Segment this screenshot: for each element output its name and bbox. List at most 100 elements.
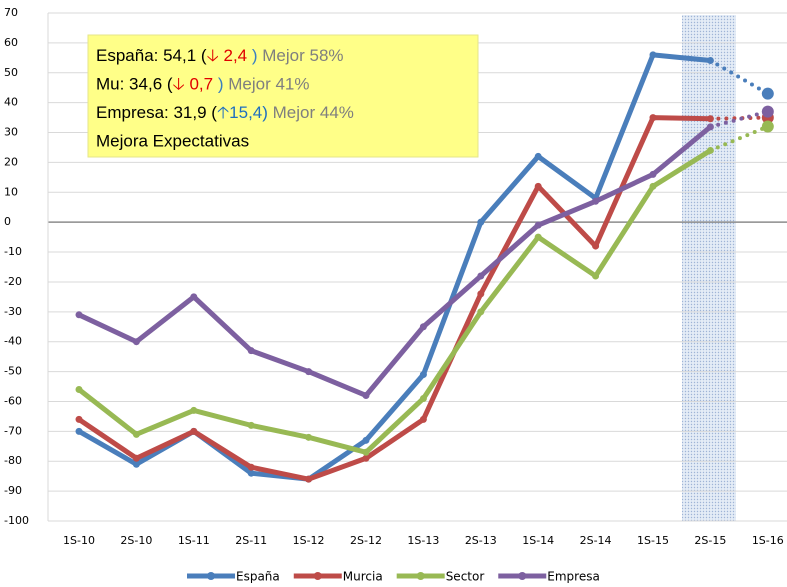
point bbox=[362, 454, 370, 462]
point bbox=[534, 221, 542, 229]
y-tick-label: -20 bbox=[4, 275, 22, 288]
y-tick-label: -50 bbox=[4, 365, 22, 378]
series-line bbox=[76, 124, 713, 398]
point bbox=[706, 115, 714, 123]
point bbox=[649, 182, 657, 190]
annotation-text: 🡡15,4) bbox=[217, 103, 268, 122]
legend-label: Murcia bbox=[343, 570, 383, 584]
point bbox=[761, 120, 774, 133]
y-tick-label: -100 bbox=[4, 514, 29, 527]
annotation-text: Empresa: 31,9 ( bbox=[96, 103, 217, 122]
point bbox=[477, 290, 485, 298]
series-line bbox=[76, 147, 713, 455]
point bbox=[132, 460, 140, 468]
x-tick-label: 1S-11 bbox=[178, 534, 210, 547]
y-tick-label: 20 bbox=[4, 155, 18, 168]
point bbox=[761, 87, 774, 100]
annotation-text: Mu: 34,6 ( bbox=[96, 75, 173, 94]
y-tick-label: -60 bbox=[4, 394, 22, 407]
legend-label: Empresa bbox=[547, 570, 600, 584]
x-tick-label: 2S-10 bbox=[120, 534, 152, 547]
point bbox=[190, 406, 198, 414]
series-line bbox=[76, 115, 713, 482]
y-tick-label: 40 bbox=[4, 96, 18, 109]
point bbox=[305, 475, 313, 483]
projection-line bbox=[708, 124, 770, 153]
x-tick-label: 2S-13 bbox=[465, 534, 497, 547]
legend-label: Sector bbox=[446, 570, 485, 584]
point bbox=[75, 386, 83, 394]
point bbox=[419, 415, 427, 423]
annotation-text: ) bbox=[247, 46, 257, 65]
point bbox=[362, 448, 370, 456]
point bbox=[534, 152, 542, 160]
point bbox=[419, 371, 427, 379]
point bbox=[362, 436, 370, 444]
point bbox=[247, 469, 255, 477]
point bbox=[132, 454, 140, 462]
y-tick-label: 70 bbox=[4, 6, 18, 19]
x-tick-label: 1S-14 bbox=[522, 534, 554, 547]
point bbox=[419, 323, 427, 331]
y-tick-label: 30 bbox=[4, 126, 18, 139]
x-tick-label: 2S-11 bbox=[235, 534, 267, 547]
projection-line bbox=[708, 109, 770, 129]
y-tick-label: -30 bbox=[4, 305, 22, 318]
annotation-box bbox=[87, 34, 479, 158]
point bbox=[362, 391, 370, 399]
y-tick-label: 50 bbox=[4, 66, 18, 79]
annotation-line: España: 54,1 (🡣 2,4 ) Mejor 58% bbox=[96, 46, 344, 65]
x-tick-label: 1S-15 bbox=[637, 534, 669, 547]
y-tick-label: 60 bbox=[4, 36, 18, 49]
point bbox=[132, 338, 140, 346]
legend-marker bbox=[518, 572, 527, 580]
y-tick-label: -10 bbox=[4, 245, 22, 258]
x-tick-label: 1S-10 bbox=[63, 534, 95, 547]
x-tick-label: 2S-15 bbox=[694, 534, 726, 547]
legend-marker bbox=[416, 572, 425, 580]
annotation-line: Mejora Expectativas bbox=[96, 132, 249, 151]
annotation-text: 🡣 2,4 bbox=[207, 46, 248, 65]
annotation-text: España: 54,1 ( bbox=[96, 46, 207, 65]
point bbox=[419, 394, 427, 402]
point bbox=[592, 272, 600, 280]
annotation-text: Mejor 58% bbox=[258, 46, 344, 65]
point bbox=[534, 233, 542, 241]
legend-marker bbox=[207, 572, 215, 580]
point bbox=[75, 427, 83, 435]
annotation-text: ) bbox=[213, 75, 223, 94]
point bbox=[75, 415, 83, 423]
annotation-line: Mu: 34,6 (🡣 0,7 ) Mejor 41% bbox=[96, 75, 309, 94]
point bbox=[592, 242, 600, 250]
point bbox=[247, 463, 255, 471]
x-tick-label: 2S-12 bbox=[350, 534, 382, 547]
point bbox=[132, 430, 140, 438]
point bbox=[706, 123, 714, 131]
point bbox=[247, 347, 255, 355]
annotation-text: Mejora Expectativas bbox=[96, 132, 249, 151]
projection-line bbox=[708, 115, 770, 121]
point bbox=[706, 57, 714, 65]
annotation-line: Empresa: 31,9 (🡡15,4) Mejor 44% bbox=[96, 103, 354, 122]
point bbox=[477, 308, 485, 316]
x-tick-label: 2S-14 bbox=[580, 534, 612, 547]
x-tick-label: 1S-13 bbox=[407, 534, 439, 547]
annotation-text: Mejor 41% bbox=[224, 75, 310, 94]
annotation-text: Mejor 44% bbox=[268, 103, 354, 122]
legend-label: España bbox=[236, 570, 280, 584]
highlight-band bbox=[682, 15, 736, 521]
point bbox=[592, 197, 600, 205]
x-tick-label: 1S-12 bbox=[293, 534, 325, 547]
point bbox=[190, 293, 198, 301]
projection-line bbox=[708, 58, 770, 96]
annotation-text: 🡣 0,7 bbox=[173, 75, 214, 94]
point bbox=[761, 105, 774, 118]
x-tick-label: 1S-16 bbox=[752, 534, 784, 547]
y-tick-label: -40 bbox=[4, 335, 22, 348]
point bbox=[477, 218, 485, 226]
point bbox=[477, 272, 485, 280]
point bbox=[247, 421, 255, 429]
point bbox=[305, 368, 313, 376]
point bbox=[706, 146, 714, 154]
